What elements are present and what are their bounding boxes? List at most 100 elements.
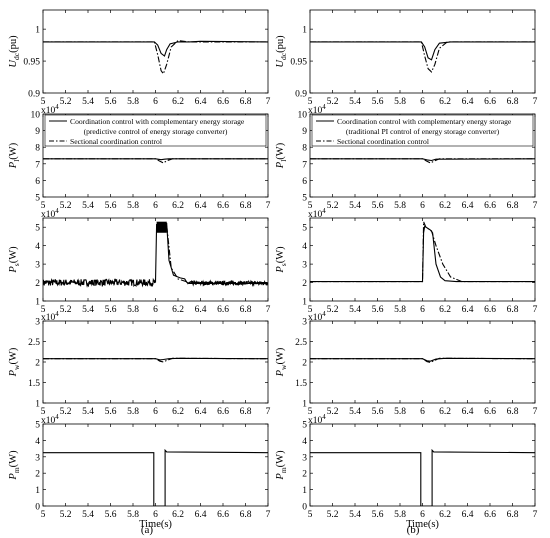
x-tick-label: 5.6 [372,97,384,107]
series-line-1 [43,40,268,75]
x-tick-label: 5.2 [327,305,339,315]
x-tick-label: 5.2 [60,201,72,211]
y-tick-label: 2 [35,359,40,369]
plot-frame [309,320,536,404]
plot-area [310,221,535,283]
x-tick-label: 5.2 [327,97,339,107]
series-noisy-pre [43,277,156,288]
y-tick-label: 2 [302,470,307,480]
x-tick-label: 5.8 [127,201,139,211]
x-tick-label: 5.8 [394,97,406,107]
y-tick-label: 2 [35,279,40,289]
chart-panel-b-7: 5 5.2 5.4 5.6 5.8 6 6.2 6.4 6.6 6.8 712345x104Ps(W… [275,207,538,315]
x-tick-label: 5.6 [105,510,117,520]
y-axis-label: Udc(pu) [8,35,21,68]
x-tick-label: 7 [533,201,538,211]
x-tick-label: 6.4 [195,201,207,211]
y-exponent-power: 4 [322,413,326,421]
y-tick-label: 4 [35,242,40,252]
x-tick-label: 6.8 [240,201,252,211]
x-tick-label: 5.8 [394,407,406,417]
y-axis-label-unit: (W) [275,246,286,263]
x-tick-label: 7 [533,407,538,417]
y-axis-label-unit: (W) [8,142,19,159]
y-tick-label: 0 [35,503,40,513]
y-tick-label: 5 [302,224,307,234]
x-tick-label: 6.4 [462,201,474,211]
y-exponent-label: x104 [41,207,59,220]
x-tick-label: 5.4 [349,305,361,315]
chart-panel-a-0: 5 5.2 5.4 5.6 5.8 6 6.2 6.4 6.6 6.8 7 0.9 0.95 1 Udc(p… [8,9,271,107]
x-tick-label: 6.6 [217,97,229,107]
y-axis-label-sub: dc [12,52,21,60]
plot-frame [42,320,269,404]
x-tick-label: 5 [41,407,46,417]
x-tick-label: 5.4 [349,407,361,417]
y-axis-label-sub: l [279,160,288,162]
plot-frame [42,9,269,94]
y-exponent-power: 4 [322,310,326,318]
y-axis-label: Ps(W) [8,246,21,274]
x-tick-label: 5.8 [127,407,139,417]
x-tick-label: 6.8 [507,407,519,417]
x-tick-label: 6.4 [195,305,207,315]
y-tick-label: 8 [35,144,40,154]
x-tick-label: 5.4 [82,97,94,107]
series-line-0 [310,448,535,506]
y-tick-label: 4 [302,242,307,252]
y-exponent-label: x104 [308,207,326,220]
y-tick-label: 3 [302,318,307,328]
x-tick-label: 6 [420,305,425,315]
plot-area [43,448,268,506]
y-exponent-power: 4 [322,207,326,215]
x-tick-label: 5.2 [327,407,339,417]
y-tick-label: 6 [302,177,307,187]
y-exponent-power: 4 [55,310,59,318]
x-tick-label: 7 [533,510,538,520]
x-tick-label: 6.6 [484,305,496,315]
x-axis-label: Time(s) [406,519,439,530]
x-tick-label: 5.2 [327,201,339,211]
y-axis-label-unit: (pu) [8,35,19,53]
x-axis-label: Time(s) [139,519,172,530]
y-axis-label-sub: dc [279,52,288,60]
series-line-0 [43,448,268,506]
y-tick-label: 10 [298,111,308,121]
y-axis-label: Pw(W) [275,347,288,377]
x-tick-label: 6.6 [484,97,496,107]
x-tick-label: 6.8 [240,510,252,520]
y-tick-label: 9 [35,127,40,137]
y-exponent-power: 4 [322,103,326,111]
y-tick-label: 0.95 [23,58,40,68]
x-tick-label: 5 [308,201,313,211]
y-exponent-label: x104 [41,413,59,426]
y-tick-label: 1 [35,400,40,410]
y-tick-label: 0 [302,503,307,513]
x-tick-label: 5.6 [105,201,117,211]
x-tick-label: 6.8 [240,407,252,417]
y-tick-label: 1.5 [28,379,40,389]
y-tick-label: 1 [35,26,40,36]
panels: 5 5.2 5.4 5.6 5.8 6 6.2 6.4 6.6 6.8 70.90.951Udc(p… [8,9,538,530]
series-line-1 [310,357,535,363]
x-tick-label: 6.2 [439,510,451,520]
x-tick-label: 5.6 [105,305,117,315]
x-tick-label: 6 [420,510,425,520]
y-axis-label-main: P [8,369,19,377]
legend-entry-0: Coordination control with complementary … [70,117,245,126]
y-tick-label: 2 [302,359,307,369]
x-tick-label: 5.2 [60,97,72,107]
y-axis-label-unit: (W) [8,347,19,364]
y-tick-label: 5 [35,194,40,204]
y-tick-label: 2 [302,279,307,289]
x-tick-label: 7 [266,201,271,211]
y-axis-label: Pm(W) [8,450,21,481]
x-tick-label: 5.4 [82,201,94,211]
x-tick-label: 7 [266,97,271,107]
legend-entry-2: Sectional coordination control [337,137,429,146]
x-tick-label: 5.8 [127,97,139,107]
y-axis-label-unit: (W) [275,347,286,364]
legend-entry-1: (traditional PI control of energy storag… [346,127,500,136]
y-tick-label: 4 [35,437,40,447]
